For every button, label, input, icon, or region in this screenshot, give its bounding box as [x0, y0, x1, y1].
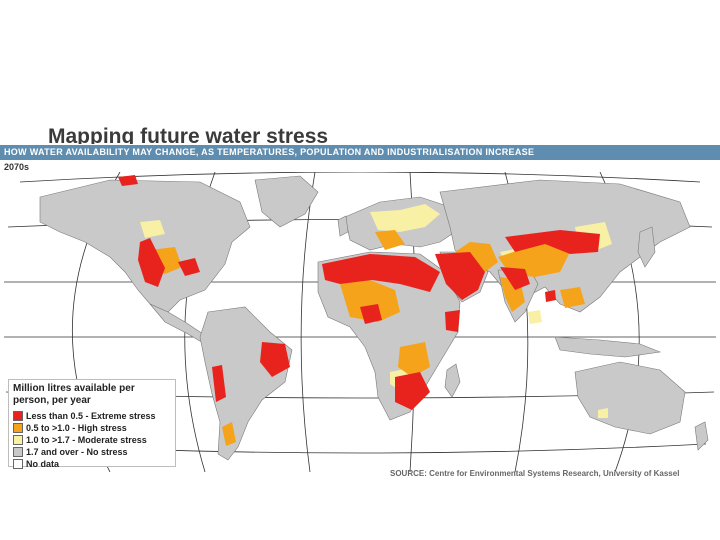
legend: Million litres available per person, per…	[8, 379, 176, 470]
subtitle-banner: HOW WATER AVAILABILITY MAY CHANGE, AS TE…	[0, 145, 720, 160]
land-japan	[637, 226, 656, 268]
legend-item-high: 0.5 to >1.0 - High stress	[13, 422, 171, 434]
extreme-stress-regions	[118, 175, 600, 410]
legend-item-moderate: 1.0 to >1.7 - Moderate stress	[13, 434, 171, 446]
land-madagascar	[444, 363, 461, 398]
page-title: Mapping future water stress	[48, 125, 329, 144]
legend-swatch-nodata	[13, 459, 23, 469]
source-credit: SOURCE: Centre for Environmental Systems…	[390, 469, 680, 478]
legend-label-high: 0.5 to >1.0 - High stress	[26, 423, 127, 433]
high-stress-regions	[150, 230, 585, 446]
land-south-america	[199, 306, 293, 461]
legend-item-nodata: No data	[13, 458, 171, 470]
world-water-stress-map	[4, 172, 716, 472]
legend-swatch-none	[13, 447, 23, 457]
legend-label-moderate: 1.0 to >1.7 - Moderate stress	[26, 435, 147, 445]
period-label: 2070s	[4, 162, 30, 172]
legend-label-none: 1.7 and over - No stress	[26, 447, 128, 457]
legend-label-nodata: No data	[26, 459, 60, 469]
legend-swatch-extreme	[13, 411, 23, 421]
land-new-zealand	[694, 421, 709, 451]
legend-title: Million litres available per person, per…	[13, 383, 135, 406]
land-indonesia	[554, 336, 662, 358]
legend-label-extreme: Less than 0.5 - Extreme stress	[26, 411, 156, 421]
land-uk	[337, 215, 349, 237]
legend-swatch-high	[13, 423, 23, 433]
land-greenland	[254, 175, 319, 228]
land-australia	[574, 361, 686, 435]
legend-item-none: 1.7 and over - No stress	[13, 446, 171, 458]
legend-item-extreme: Less than 0.5 - Extreme stress	[13, 410, 171, 422]
legend-swatch-moderate	[13, 435, 23, 445]
